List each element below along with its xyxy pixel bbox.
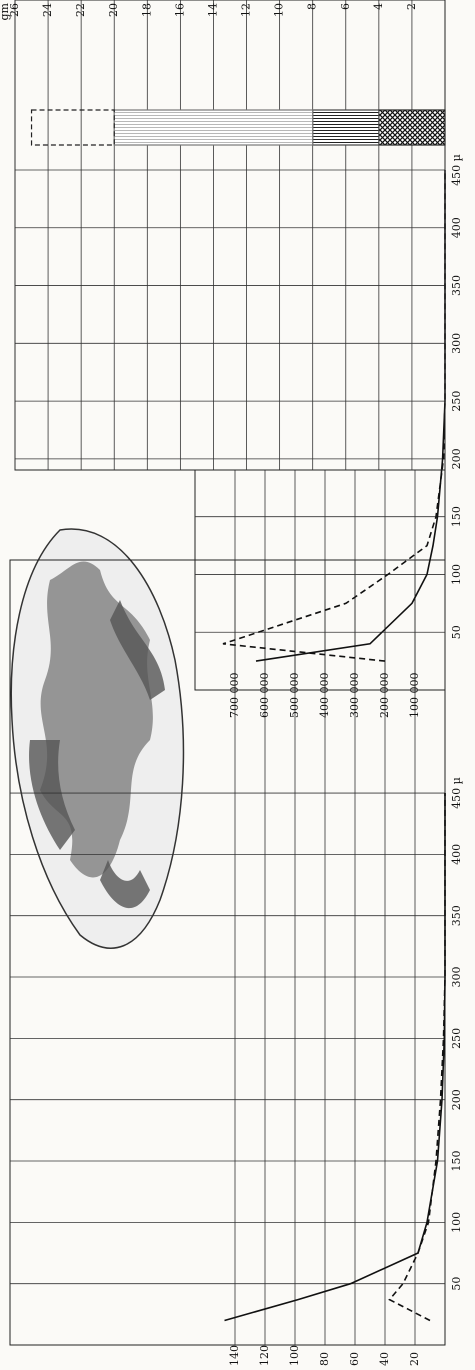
y-tick-label: 500 000: [288, 673, 301, 719]
y-tick-label: 14: [206, 3, 219, 17]
x-tick-label: 200: [450, 1089, 463, 1110]
y-tick-label: 40: [378, 1352, 391, 1366]
plot-frame: [15, 0, 445, 470]
x-tick-label: 50: [450, 625, 463, 639]
x-tick-label: 100: [450, 564, 463, 585]
y-tick-label: 140: [228, 1345, 241, 1366]
y-tick-label: 6: [339, 3, 352, 10]
data-line: [225, 793, 446, 1321]
y-tick-label: 100: [288, 1345, 301, 1366]
x-tick-label: 150: [450, 506, 463, 527]
y-tick-label: 80: [318, 1352, 331, 1366]
x-tick-label: 200: [450, 448, 463, 469]
y-tick-label: 200 000: [378, 673, 391, 719]
x-tick-label: 50: [450, 1277, 463, 1291]
y-tick-label: 120: [258, 1345, 271, 1366]
x-tick-label: 100: [450, 1212, 463, 1233]
bar-segment: [379, 110, 445, 145]
x-tick-label: 350: [450, 905, 463, 926]
y-tick-label: 20: [408, 1352, 421, 1366]
bar-segment: [32, 110, 115, 145]
y-tick-label: 10: [273, 3, 286, 17]
y-tick-label: 600 000: [258, 673, 271, 719]
x-tick-label: 400: [450, 844, 463, 865]
x-tick-label: 450 µ: [450, 154, 463, 186]
bar-segment: [114, 110, 312, 145]
y-tick-label: 400 000: [318, 673, 331, 719]
data-line: [256, 170, 445, 661]
lung-section: [11, 529, 183, 948]
y-tick-label: 20: [107, 3, 120, 17]
x-tick-label: 300: [450, 333, 463, 354]
x-tick-label: 150: [450, 1151, 463, 1172]
y-tick-label: 24: [41, 3, 54, 17]
y-tick-label: 16: [173, 3, 186, 17]
y-tick-label: 8: [306, 3, 319, 10]
y-tick-label: 100 000: [408, 673, 421, 719]
x-tick-label: 250: [450, 1028, 463, 1049]
y-tick-label: 22: [74, 3, 87, 17]
x-tick-label: 250: [450, 391, 463, 412]
y-tick-label: 12: [240, 3, 253, 17]
bar-segment: [313, 110, 379, 145]
y-tick-label: 60: [348, 1352, 361, 1366]
x-tick-label: 300: [450, 967, 463, 988]
y-tick-label: 300 000: [348, 673, 361, 719]
x-tick-label: 400: [450, 217, 463, 238]
x-tick-label: 350: [450, 275, 463, 296]
y-tick-label: 700 000: [228, 673, 241, 719]
data-line: [390, 793, 446, 1321]
y-tick-label: 4: [372, 3, 385, 10]
figure: 50100150200250300350400450 µ204060801001…: [0, 0, 475, 1370]
y-axis-label: gm: [0, 2, 11, 20]
y-tick-label: 2: [405, 3, 418, 10]
x-tick-label: 450 µ: [450, 777, 463, 809]
plot-frame: [195, 470, 445, 690]
y-tick-label: 18: [140, 3, 153, 17]
